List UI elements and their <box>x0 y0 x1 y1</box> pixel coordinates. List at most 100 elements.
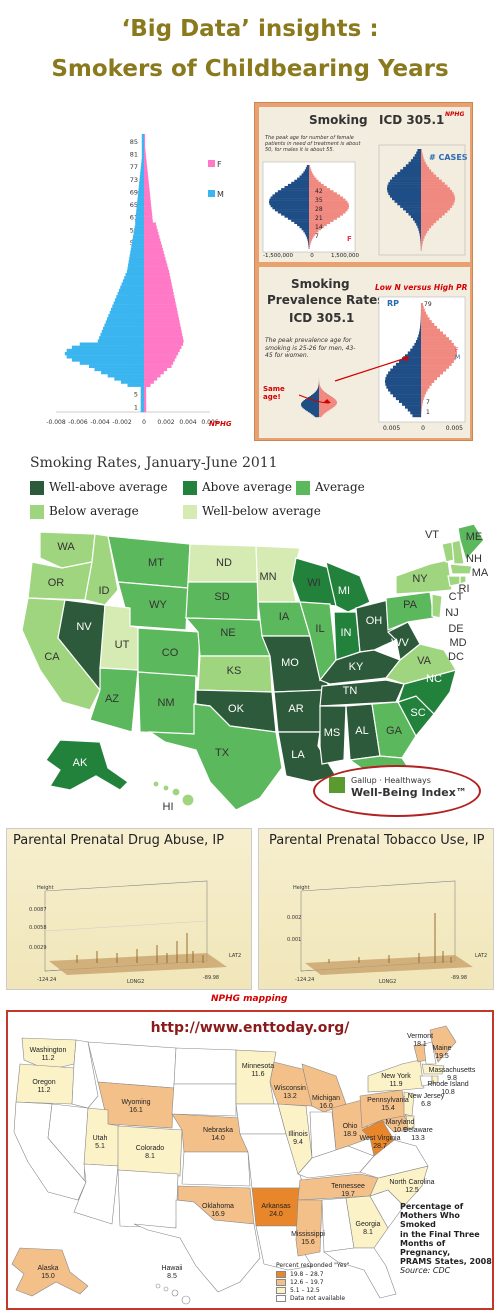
state-label-nc: NC <box>426 673 442 685</box>
us-smoking-map: WA OR CA NV ID MT WY UT AZ CO NM ND SD NE KS OK TX MN IA MO… <box>21 523 489 815</box>
ent-state-name: Pennsylvania <box>367 1097 409 1104</box>
pyramid-bar-f <box>144 320 180 324</box>
mini-bar-m <box>420 235 421 239</box>
ent-state-name: Rhode Island <box>427 1081 468 1088</box>
ent-state-ny <box>367 1059 425 1093</box>
state-label-il: IL <box>315 623 324 635</box>
ent-url[interactable]: http://www.enttoday.org/ <box>150 1020 350 1036</box>
mini-bar-f <box>319 385 321 387</box>
state-label-vt: VT <box>425 529 439 541</box>
mini-bar-m <box>318 386 319 388</box>
mini-bar-f <box>421 210 448 213</box>
mini-bar-m <box>306 410 319 412</box>
ent-state-name: Maine <box>432 1045 451 1052</box>
mini-bar-f <box>319 404 337 406</box>
pyramid-bar-f <box>144 231 159 236</box>
ent-state-name: Tennessee <box>331 1183 365 1190</box>
mini-bar-f <box>319 405 336 407</box>
pyramid-x-tick: -0.002 <box>112 419 132 426</box>
pyramid-bar-f <box>144 367 168 372</box>
pyramid-bar-f <box>144 323 181 327</box>
ent-state-de <box>405 1115 415 1129</box>
mini-bar-m <box>303 230 309 233</box>
mini-bar-m <box>415 340 421 344</box>
ent-state-hi <box>155 1283 191 1305</box>
mini-bar-m <box>304 409 319 411</box>
mini-bar-f <box>319 416 322 418</box>
mini-bar-f <box>319 393 328 395</box>
ent-state-mt <box>87 1041 177 1089</box>
pyramid-x-tick: -0.008 <box>46 419 66 426</box>
gallup-logo-icon <box>329 777 345 793</box>
ent-state-value: 16.0 <box>319 1103 333 1110</box>
pyramid-bar-m <box>131 241 144 245</box>
mini-bar-m <box>403 207 421 211</box>
mini-bar-m <box>317 389 319 391</box>
slide-panel: Smoking ICD 305.1 NPHG The peak age for … <box>254 102 473 441</box>
ent-state-value: 11.9 <box>389 1081 402 1088</box>
mini-bar-f <box>421 202 454 206</box>
pyramid-bar-m <box>140 389 144 394</box>
mini-bar-f <box>309 215 341 218</box>
mini-bar-m <box>284 186 309 189</box>
pyramid-x-tick: -0.004 <box>90 419 110 426</box>
mini-bar-f <box>421 182 445 185</box>
mini-bar-m <box>272 194 309 197</box>
page-title-line1: ‘Big Data’ insights : <box>121 16 379 42</box>
ent-state-mn <box>235 1049 277 1105</box>
mini-bar-m <box>386 374 421 378</box>
pyramid-bar-f <box>144 222 156 226</box>
mini-bar-f <box>421 334 447 338</box>
mini-bar-f <box>421 360 454 364</box>
mini-bar-m <box>277 211 309 214</box>
mini-bar-f <box>421 317 430 321</box>
ent-state-nh <box>423 1041 437 1065</box>
mini-bar-f <box>421 342 454 346</box>
state-label-nh: NH <box>466 553 482 565</box>
mini-bar-m <box>269 200 309 203</box>
bottom-legend-m: M <box>455 354 461 361</box>
mini-bar-f <box>421 205 453 208</box>
mini-bar-m <box>385 377 421 381</box>
mini-bar-f <box>421 222 434 226</box>
ent-legend-label-1: 12.6 – 19.7 <box>290 1279 324 1286</box>
mini-bar-m <box>303 171 309 174</box>
ent-state-name: Mississippi <box>291 1231 325 1238</box>
ent-state-name: Minnesota <box>242 1063 274 1070</box>
mini-bar-m <box>301 404 319 406</box>
mini-bar-f <box>421 159 425 162</box>
pyramid-bar-m <box>116 295 144 299</box>
ent-state-value: 15.6 <box>301 1239 315 1246</box>
state-label-az: AZ <box>105 693 119 705</box>
mini-bar-m <box>404 405 421 409</box>
pyramid-bar-m <box>97 339 144 343</box>
mini-bar-f <box>309 211 346 214</box>
mini-bar-f <box>421 235 425 239</box>
pyramid-bar-f <box>144 345 182 350</box>
ent-state-name: Maryland <box>386 1119 415 1126</box>
mini-bar-m <box>417 149 421 152</box>
legend-swatch-average <box>296 480 310 495</box>
mini-bar-m <box>418 334 421 338</box>
pyramid-bar-f <box>144 298 176 302</box>
mini-bar-m <box>408 212 421 216</box>
pyramid-bar-f <box>144 269 170 274</box>
state-label-ca: CA <box>44 651 60 663</box>
ent-legend-title: Percent responded "Yes" <box>276 1262 350 1269</box>
mini-bar-f <box>421 228 430 231</box>
mini-bar-f <box>421 311 427 315</box>
prenatal-drug-z0: 0.0087 <box>29 907 47 913</box>
mini-bar-m <box>301 228 309 231</box>
prenatal-tobacco-lat: LAT2 <box>475 953 488 959</box>
state-label-wi: WI <box>307 577 320 589</box>
mini-bar-f <box>421 179 442 183</box>
pyramid-bar-m <box>136 206 144 211</box>
mini-bar-f <box>309 238 313 241</box>
mini-bar-m <box>303 400 319 402</box>
ent-state-name: New Jersey <box>408 1093 445 1100</box>
pyramid-bar-f <box>144 336 183 340</box>
mini-bar-m <box>308 242 309 245</box>
mini-bar-f <box>319 388 322 390</box>
legend-well-below: Well-below average <box>183 504 321 519</box>
pyramid-bar-m <box>103 326 144 331</box>
